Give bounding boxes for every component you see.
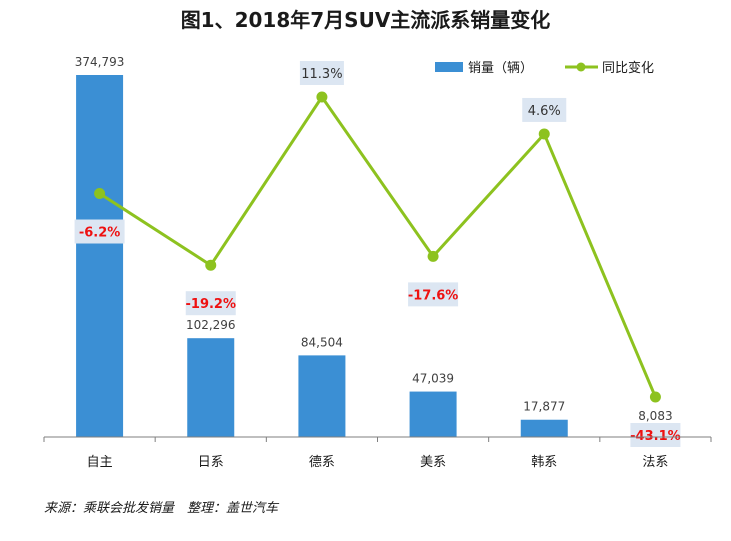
bar [409, 391, 457, 437]
line-label-box [522, 97, 567, 122]
category-label: 德系 [309, 455, 335, 470]
line-value-label: -17.6% [408, 288, 459, 303]
line-point [94, 188, 106, 200]
bars-layer [76, 75, 679, 437]
line-point [316, 91, 328, 103]
line-point [205, 259, 217, 271]
line-value-label: 4.6% [528, 104, 561, 119]
line-point [538, 128, 550, 140]
bar-value-label: 8,083 [638, 409, 672, 423]
bar [298, 355, 346, 437]
line-point [427, 250, 439, 262]
bar [76, 75, 124, 437]
line-label-box [408, 282, 459, 307]
category-label: 日系 [198, 455, 224, 470]
bar [520, 419, 568, 437]
chart-title: 图1、2018年7月SUV主流派系销量变化 [180, 8, 551, 32]
line-label-box [185, 291, 236, 316]
line-value-label: -19.2% [186, 297, 237, 312]
bar-value-label: 47,039 [412, 372, 454, 386]
legend: 销量（辆） 同比变化 [435, 60, 654, 76]
legend-line-label: 同比变化 [602, 60, 654, 76]
bar [187, 338, 235, 437]
line-label-box [630, 423, 681, 447]
yoy-line [98, 95, 657, 399]
line-point [649, 391, 661, 403]
source-note: 来源：乘联会批发销量 整理：盖世汽车 [44, 501, 279, 516]
line-layer [94, 91, 661, 403]
line-value-label: 11.3% [301, 67, 342, 82]
legend-line-marker [576, 62, 586, 72]
bar-value-label: 374,793 [75, 55, 125, 69]
x-axis: 自主 日系 德系 美系 韩系 法系 [43, 436, 712, 470]
line-value-label: -6.2% [79, 226, 120, 241]
bar-value-label: 84,504 [301, 335, 343, 349]
category-label: 自主 [87, 455, 113, 470]
category-label: 法系 [642, 455, 668, 470]
bar-value-label: 102,296 [186, 318, 236, 332]
category-label: 美系 [420, 455, 446, 470]
category-label: 韩系 [531, 455, 557, 470]
line-label-box [299, 61, 344, 85]
legend-bar-swatch [435, 62, 463, 72]
legend-bar-label: 销量（辆） [468, 61, 533, 76]
line-label-box [74, 219, 125, 244]
labels-layer: 374,793 102,296 84,504 47,039 17,877 8,083 -6.… [74, 55, 681, 447]
bar-value-label: 17,877 [523, 400, 565, 414]
